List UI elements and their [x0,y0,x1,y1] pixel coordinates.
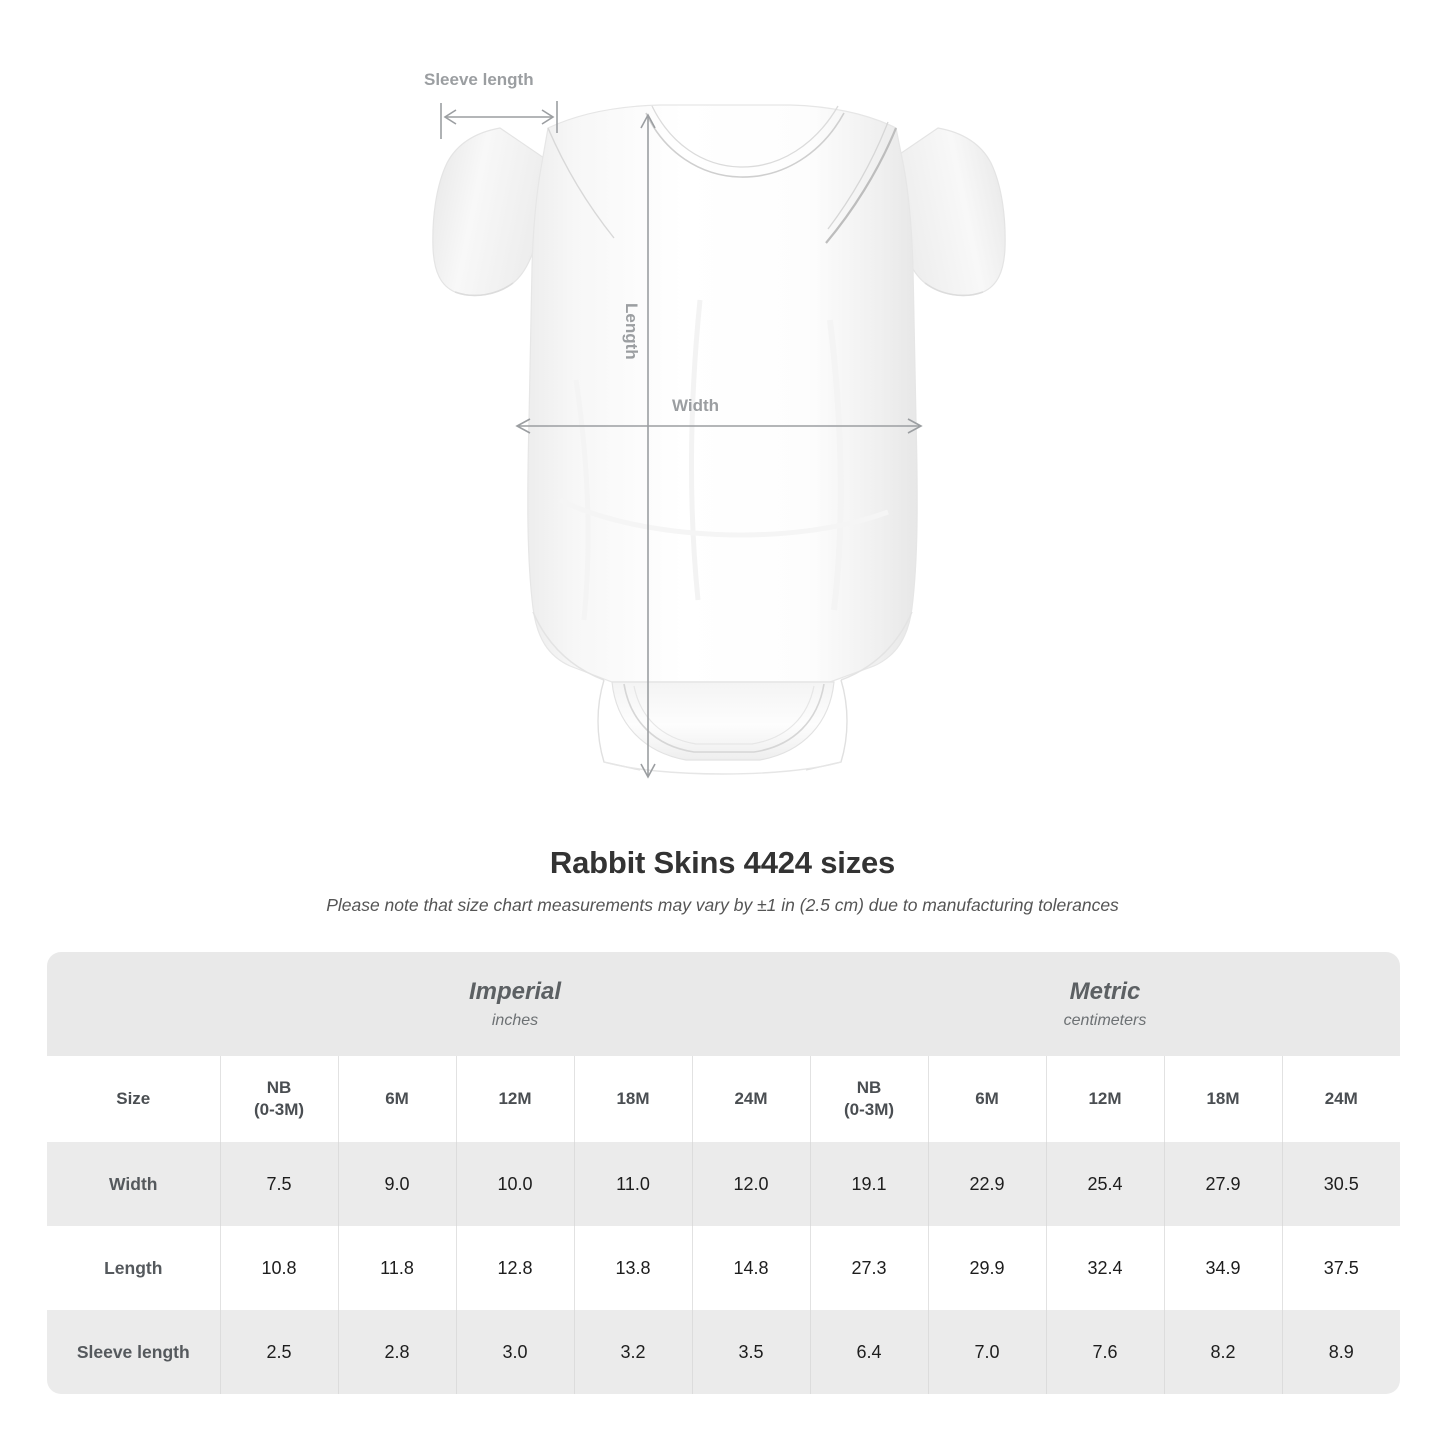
header-size-col-6-main: 6M [975,1088,999,1108]
header-size-col-0: NB (0-3M) [220,1056,339,1142]
cell-sleeve-6: 7.0 [928,1310,1047,1394]
unit-group-metric-name: Metric [1069,978,1141,1006]
table-row: Length 10.8 11.8 12.8 13.8 14.8 27.3 29.… [47,1226,1400,1310]
header-size-col-3-main: 18M [616,1088,650,1108]
row-label-sleeve-length: Sleeve length [47,1310,221,1394]
cell-sleeve-4: 3.5 [692,1310,811,1394]
cell-sleeve-3: 3.2 [574,1310,693,1394]
header-size-col-6: 6M [928,1056,1047,1142]
size-chart-table-container: Imperial inches Metric centimeters Size … [47,952,1400,1394]
cell-width-7: 25.4 [1046,1142,1165,1226]
cell-length-3: 13.8 [574,1226,693,1310]
cell-width-8: 27.9 [1164,1142,1283,1226]
unit-banner-spacer [47,952,220,1056]
header-size-col-5-main: NB [856,1077,882,1097]
cell-width-6: 22.9 [928,1142,1047,1226]
unit-group-metric: Metric centimeters [810,952,1400,1056]
header-size-col-7: 12M [1046,1056,1165,1142]
cell-width-9: 30.5 [1282,1142,1400,1226]
header-size-col-2-main: 12M [498,1088,532,1108]
header-size-col-7-main: 12M [1088,1088,1122,1108]
cell-width-4: 12.0 [692,1142,811,1226]
cell-width-3: 11.0 [574,1142,693,1226]
header-size-col-0-main: NB [266,1077,292,1097]
unit-group-imperial-sub: inches [491,1011,539,1029]
cell-length-2: 12.8 [456,1226,575,1310]
length-annotation-label: Length [622,303,641,360]
unit-group-imperial: Imperial inches [220,952,810,1056]
bodysuit-svg [432,101,1006,779]
cell-length-9: 37.5 [1282,1226,1400,1310]
width-annotation-label: Width [672,396,720,415]
sleeve-length-annotation-label: Sleeve length [424,70,534,89]
header-size-col-1: 6M [338,1056,457,1142]
page-title: Rabbit Skins 4424 sizes [549,845,896,880]
header-size-col-2: 12M [456,1056,575,1142]
unit-banner-row: Imperial inches Metric centimeters [47,952,1400,1056]
row-label-length: Length [47,1226,221,1310]
cell-width-1: 9.0 [338,1142,457,1226]
cell-length-4: 14.8 [692,1226,811,1310]
title-block: Rabbit Skins 4424 sizes Please note that… [0,845,1445,916]
header-size-col-4: 24M [692,1056,811,1142]
bodysuit-body-shape [527,104,918,683]
size-header-row: Size NB (0-3M) 6M 12M 18M 24M N [47,1056,1400,1142]
length-arrow [640,113,656,779]
header-size-col-4-main: 24M [734,1088,768,1108]
cell-sleeve-2: 3.0 [456,1310,575,1394]
cell-length-8: 34.9 [1164,1226,1283,1310]
cell-length-1: 11.8 [338,1226,457,1310]
header-size-col-8-main: 18M [1206,1088,1240,1108]
cell-sleeve-9: 8.9 [1282,1310,1400,1394]
table-row: Width 7.5 9.0 10.0 11.0 12.0 19.1 22.9 2… [47,1142,1400,1226]
header-size-col-1-main: 6M [385,1088,409,1108]
cell-length-5: 27.3 [810,1226,929,1310]
unit-group-imperial-name: Imperial [468,978,562,1006]
cell-sleeve-0: 2.5 [220,1310,339,1394]
cell-length-0: 10.8 [220,1226,339,1310]
cell-length-7: 32.4 [1046,1226,1165,1310]
size-chart-table: Imperial inches Metric centimeters Size … [47,952,1400,1394]
header-size-col-5-sub: (0-3M) [843,1100,895,1119]
sleeve-length-arrow [440,101,558,139]
header-size-col-9: 24M [1282,1056,1400,1142]
snap-crotch-flap [597,679,848,775]
cell-sleeve-5: 6.4 [810,1310,929,1394]
header-size-col-5: NB (0-3M) [810,1056,929,1142]
header-size-col-8: 18M [1164,1056,1283,1142]
row-label-width: Width [47,1142,221,1226]
header-size-col-0-sub: (0-3M) [253,1100,305,1119]
width-arrow [515,418,923,434]
cell-width-5: 19.1 [810,1142,929,1226]
header-size-col-3: 18M [574,1056,693,1142]
cell-length-6: 29.9 [928,1226,1047,1310]
header-size: Size [47,1056,221,1142]
cell-width-0: 7.5 [220,1142,339,1226]
header-size-col-9-main: 24M [1324,1088,1358,1108]
left-sleeve-shape [432,127,548,297]
table-row: Sleeve length 2.5 2.8 3.0 3.2 3.5 6.4 7.… [47,1310,1400,1394]
cell-sleeve-1: 2.8 [338,1310,457,1394]
garment-illustration: Sleeve length Length Width [424,70,1006,779]
unit-group-metric-sub: centimeters [1063,1011,1147,1029]
cell-sleeve-8: 8.2 [1164,1310,1283,1394]
cell-width-2: 10.0 [456,1142,575,1226]
tolerance-note: Please note that size chart measurements… [326,895,1119,915]
cell-sleeve-7: 7.6 [1046,1310,1165,1394]
right-sleeve-shape [890,127,1006,297]
